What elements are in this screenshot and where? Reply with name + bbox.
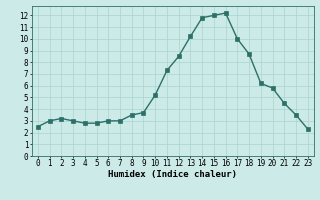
X-axis label: Humidex (Indice chaleur): Humidex (Indice chaleur) [108, 170, 237, 179]
